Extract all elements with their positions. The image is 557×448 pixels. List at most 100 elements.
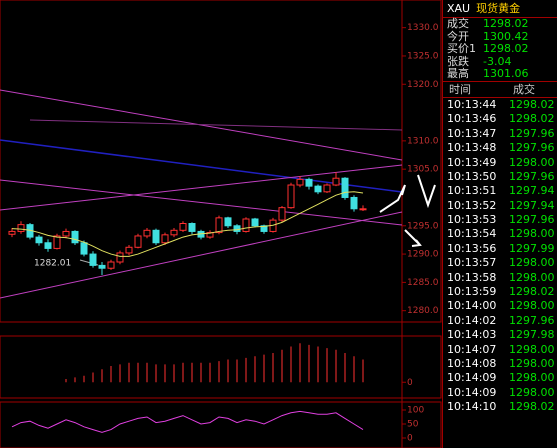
trade-time: 10:14:02 xyxy=(447,313,497,327)
trade-row: 10:13:48 1297.96 xyxy=(443,141,557,155)
y-tick-label: 1290.0 xyxy=(407,250,439,260)
trade-time: 10:13:47 xyxy=(447,126,497,140)
trade-row: 10:13:49 1298.00 xyxy=(443,156,557,170)
candle-body xyxy=(53,235,61,249)
trade-row: 10:13:52 1297.94 xyxy=(443,199,557,213)
trade-price: 1297.96 xyxy=(509,313,555,327)
trade-time: 10:13:58 xyxy=(447,270,497,284)
chart: 1282.01 1330.0 1325.0 1320.0 1310.0 1305.0 12… xyxy=(0,0,442,448)
trade-row: 10:14:00 1298.00 xyxy=(443,299,557,313)
trade-price: 1298.00 xyxy=(509,256,555,270)
candle-body xyxy=(278,207,286,221)
symbol-name: 现货黄金 xyxy=(476,2,521,15)
column-header: 时间 xyxy=(449,82,471,96)
candle-body xyxy=(8,230,16,235)
quote-row: 张跌 -3.04 xyxy=(443,54,557,69)
trade-row: 10:13:59 1298.02 xyxy=(443,285,557,299)
candle-body xyxy=(62,230,70,237)
trade-price: 1298.00 xyxy=(509,270,555,284)
trade-price: 1298.00 xyxy=(509,371,555,385)
trend-line xyxy=(0,211,403,299)
quote-list: 成交 1298.02 今开 1300.42 买价1 1298.02 张跌 -3.04 最高 130… xyxy=(443,17,557,81)
candle-body xyxy=(215,217,223,234)
trade-time: 10:14:03 xyxy=(447,328,497,342)
trade-price: 1298.00 xyxy=(509,357,555,370)
trade-price: 1297.96 xyxy=(509,169,555,183)
trade-price: 1298.00 xyxy=(509,299,555,313)
candle-body xyxy=(170,229,178,236)
trade-row: 10:13:47 1297.96 xyxy=(443,127,557,141)
trade-row: 10:14:03 1297.98 xyxy=(443,328,557,342)
trade-time: 10:13:54 xyxy=(447,227,497,241)
trade-time: 10:13:48 xyxy=(447,141,497,155)
quote-value: 1298.02 xyxy=(483,42,529,56)
candle-body xyxy=(116,252,124,263)
trade-price: 1297.94 xyxy=(509,184,555,198)
trade-price: 1297.99 xyxy=(509,241,555,255)
trade-row: 10:13:46 1298.02 xyxy=(443,112,557,126)
trade-row: 10:14:10 1298.02 xyxy=(443,400,557,414)
trade-list: 10:13:44 1298.02 10:13:46 1298.02 10:13:47 12… xyxy=(443,98,557,415)
quote-row: 买价1 1298.02 xyxy=(443,42,557,56)
candle-body xyxy=(125,246,133,254)
trade-price: 1298.02 xyxy=(509,97,555,111)
candle-body xyxy=(143,229,151,237)
trade-row: 10:14:08 1298.00 xyxy=(443,357,557,371)
candle-body xyxy=(17,224,25,232)
y-tick-label: 1310.0 xyxy=(407,136,439,146)
trade-price: 1297.96 xyxy=(509,213,555,227)
candle-body xyxy=(206,232,214,238)
candle-body xyxy=(341,177,349,198)
scribbles xyxy=(379,174,436,247)
trade-row: 10:14:02 1297.96 xyxy=(443,314,557,328)
candle-body xyxy=(359,208,367,211)
candle-body xyxy=(152,229,160,244)
trade-row: 10:14:09 1298.00 xyxy=(443,371,557,385)
trade-price: 1298.00 xyxy=(509,385,555,399)
ma-line xyxy=(11,191,364,257)
trade-row: 10:13:58 1298.00 xyxy=(443,271,557,285)
candle-body xyxy=(98,264,106,269)
y-tick-label: 1295.0 xyxy=(407,221,439,231)
trend-line xyxy=(0,179,403,226)
quote-panel: XAU 现货黄金 成交 1298.02 今开 1300.42 买价1 1298.02 张跌 -3… xyxy=(442,0,557,448)
trade-time: 10:14:07 xyxy=(447,342,497,356)
quote-row: 成交 1298.02 xyxy=(443,17,557,31)
candle-body xyxy=(296,178,304,186)
candle-body xyxy=(161,234,169,244)
trade-time: 10:13:53 xyxy=(447,213,497,227)
quote-row: 今开 1300.42 xyxy=(443,29,557,44)
trade-row: 10:13:53 1297.96 xyxy=(443,213,557,227)
trade-row: 10:13:50 1297.96 xyxy=(443,170,557,184)
candle-body xyxy=(134,235,142,248)
trade-row: 10:13:54 1298.00 xyxy=(443,227,557,241)
y-tick-label: 1305.0 xyxy=(407,165,439,175)
trade-price: 1298.02 xyxy=(509,400,555,414)
quote-label: 今开 xyxy=(447,29,469,43)
trade-row: 10:13:51 1297.94 xyxy=(443,184,557,198)
trade-row: 10:13:57 1298.00 xyxy=(443,256,557,270)
trade-time: 10:13:50 xyxy=(447,169,497,183)
y-tick-label: 100 xyxy=(407,406,424,416)
trade-price: 1298.00 xyxy=(509,155,555,169)
trade-row: 10:14:09 1298.00 xyxy=(443,386,557,400)
candle-body xyxy=(323,184,331,193)
quote-value: 1300.42 xyxy=(483,29,529,43)
trade-price: 1297.96 xyxy=(509,141,555,155)
trade-time: 10:14:09 xyxy=(447,371,497,385)
candle-body xyxy=(260,225,268,232)
quote-value: -3.04 xyxy=(483,54,512,68)
trade-time: 10:13:46 xyxy=(447,112,497,126)
candle-body xyxy=(305,178,313,187)
trade-time: 10:13:49 xyxy=(447,155,497,169)
y-tick-label: 1330.0 xyxy=(407,23,439,33)
candle-body xyxy=(89,253,97,266)
trade-price: 1298.02 xyxy=(509,285,555,299)
quote-row: 最高 1301.06 xyxy=(443,68,557,81)
candle-body xyxy=(242,218,250,232)
quote-header: XAU 现货黄金 xyxy=(443,0,557,18)
trade-price: 1297.98 xyxy=(509,328,555,342)
quote-label: 张跌 xyxy=(447,54,469,68)
trade-time: 10:14:09 xyxy=(447,385,497,399)
candle-body xyxy=(179,223,187,231)
